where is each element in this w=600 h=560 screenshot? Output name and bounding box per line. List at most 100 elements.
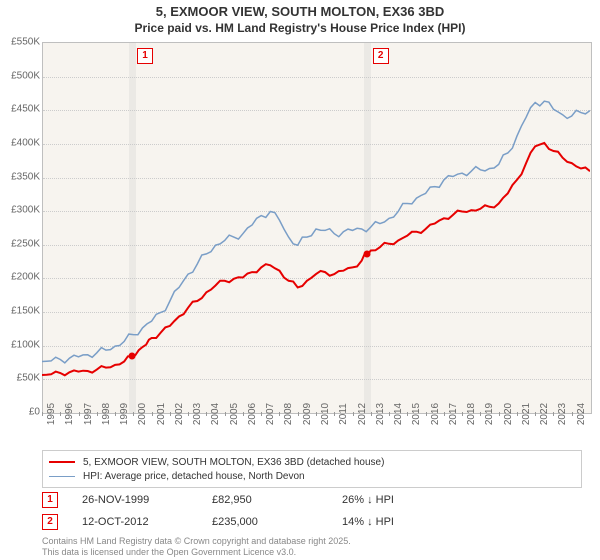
x-tick: [316, 412, 317, 416]
sale-delta-2: 14% ↓ HPI: [342, 516, 394, 528]
x-tick: [426, 412, 427, 416]
series-hpi: [42, 101, 590, 363]
legend-label-hpi: HPI: Average price, detached house, Nort…: [83, 471, 305, 482]
x-tick-label: 2002: [174, 403, 185, 425]
x-tick: [60, 412, 61, 416]
x-tick-label: 2019: [484, 403, 495, 425]
x-tick: [115, 412, 116, 416]
x-tick: [407, 412, 408, 416]
y-tick-label: £50K: [0, 373, 40, 384]
x-tick: [499, 412, 500, 416]
sale-delta-1: 26% ↓ HPI: [342, 494, 394, 506]
x-tick-label: 2014: [393, 403, 404, 425]
x-tick-label: 2020: [503, 403, 514, 425]
x-tick-label: 2017: [448, 403, 459, 425]
sale-marker-2: 2: [42, 514, 58, 530]
x-tick: [444, 412, 445, 416]
sale-date-2: 12-OCT-2012: [82, 516, 212, 528]
x-tick: [389, 412, 390, 416]
x-tick: [261, 412, 262, 416]
x-tick-label: 2023: [557, 403, 568, 425]
x-tick: [462, 412, 463, 416]
x-tick: [480, 412, 481, 416]
x-tick-label: 2005: [229, 403, 240, 425]
attribution-line2: This data is licensed under the Open Gov…: [42, 547, 351, 558]
sale-price-2: £235,000: [212, 516, 342, 528]
sale-marker-box: 2: [373, 48, 389, 64]
legend-label-price: 5, EXMOOR VIEW, SOUTH MOLTON, EX36 3BD (…: [83, 457, 384, 468]
y-tick-label: £100K: [0, 339, 40, 350]
attribution: Contains HM Land Registry data © Crown c…: [42, 536, 351, 558]
x-tick-label: 2011: [338, 403, 349, 425]
x-tick-label: 2024: [576, 403, 587, 425]
sale-info-row-1: 1 26-NOV-1999 £82,950 26% ↓ HPI: [42, 492, 394, 508]
x-tick-label: 2010: [320, 403, 331, 425]
x-tick-label: 2003: [192, 403, 203, 425]
chart-area: 12: [42, 42, 590, 412]
x-tick-label: 2022: [539, 403, 550, 425]
x-tick-label: 2006: [247, 403, 258, 425]
y-tick-label: £400K: [0, 137, 40, 148]
chart-container: 5, EXMOOR VIEW, SOUTH MOLTON, EX36 3BD P…: [0, 0, 600, 560]
x-tick-label: 2001: [156, 403, 167, 425]
y-tick-label: £150K: [0, 306, 40, 317]
x-tick: [279, 412, 280, 416]
title-line1: 5, EXMOOR VIEW, SOUTH MOLTON, EX36 3BD: [0, 4, 600, 19]
x-tick: [152, 412, 153, 416]
x-tick-label: 1999: [119, 403, 130, 425]
y-tick-label: £500K: [0, 70, 40, 81]
attribution-line1: Contains HM Land Registry data © Crown c…: [42, 536, 351, 547]
x-tick: [79, 412, 80, 416]
x-tick-label: 2007: [265, 403, 276, 425]
x-tick: [133, 412, 134, 416]
x-tick-label: 2021: [521, 403, 532, 425]
x-tick-label: 1997: [83, 403, 94, 425]
x-tick: [353, 412, 354, 416]
sale-info-row-2: 2 12-OCT-2012 £235,000 14% ↓ HPI: [42, 514, 394, 530]
y-tick-label: £450K: [0, 104, 40, 115]
x-tick-label: 2015: [411, 403, 422, 425]
title-line2: Price paid vs. HM Land Registry's House …: [0, 21, 600, 35]
chart-lines: [42, 42, 590, 412]
y-tick-label: £0: [0, 407, 40, 418]
legend-row-2: HPI: Average price, detached house, Nort…: [49, 469, 575, 483]
x-tick-label: 2012: [357, 403, 368, 425]
sale-marker-box: 1: [137, 48, 153, 64]
y-tick-label: £250K: [0, 238, 40, 249]
x-tick-label: 2013: [375, 403, 386, 425]
legend-row-1: 5, EXMOOR VIEW, SOUTH MOLTON, EX36 3BD (…: [49, 455, 575, 469]
x-tick-label: 2000: [137, 403, 148, 425]
legend-box: 5, EXMOOR VIEW, SOUTH MOLTON, EX36 3BD (…: [42, 450, 582, 488]
y-tick-label: £350K: [0, 171, 40, 182]
x-tick: [188, 412, 189, 416]
x-tick: [243, 412, 244, 416]
x-tick: [553, 412, 554, 416]
sale-dot: [363, 250, 370, 257]
x-tick: [225, 412, 226, 416]
y-tick-label: £550K: [0, 37, 40, 48]
x-tick-label: 1998: [101, 403, 112, 425]
legend-swatch-price: [49, 461, 75, 463]
x-tick-label: 2004: [210, 403, 221, 425]
x-tick-label: 2016: [430, 403, 441, 425]
y-tick-label: £200K: [0, 272, 40, 283]
sale-date-1: 26-NOV-1999: [82, 494, 212, 506]
x-tick: [371, 412, 372, 416]
y-tick-label: £300K: [0, 205, 40, 216]
x-tick: [206, 412, 207, 416]
sale-marker-1: 1: [42, 492, 58, 508]
x-tick-label: 2009: [302, 403, 313, 425]
x-tick: [334, 412, 335, 416]
legend-swatch-hpi: [49, 476, 75, 477]
x-tick: [517, 412, 518, 416]
sale-price-1: £82,950: [212, 494, 342, 506]
title-block: 5, EXMOOR VIEW, SOUTH MOLTON, EX36 3BD P…: [0, 0, 600, 35]
x-tick: [535, 412, 536, 416]
x-tick-label: 2008: [283, 403, 294, 425]
x-tick-label: 1996: [64, 403, 75, 425]
x-tick: [42, 412, 43, 416]
x-tick: [97, 412, 98, 416]
sale-dot: [128, 353, 135, 360]
x-tick: [572, 412, 573, 416]
x-tick-label: 2018: [466, 403, 477, 425]
